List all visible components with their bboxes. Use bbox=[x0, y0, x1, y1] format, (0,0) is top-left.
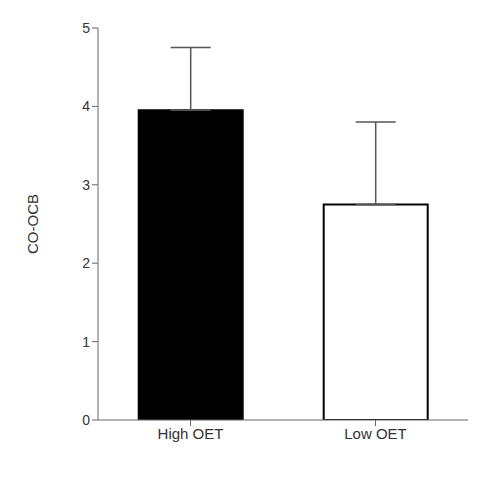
svg-text:CO-OCB: CO-OCB bbox=[24, 194, 41, 254]
svg-text:3: 3 bbox=[82, 177, 90, 193]
svg-text:Low OET: Low OET bbox=[344, 425, 407, 442]
svg-text:2: 2 bbox=[82, 255, 90, 271]
svg-text:1: 1 bbox=[82, 334, 90, 350]
svg-text:High OET: High OET bbox=[158, 425, 224, 442]
svg-text:0: 0 bbox=[82, 412, 90, 428]
svg-text:5: 5 bbox=[82, 20, 90, 36]
svg-text:4: 4 bbox=[82, 98, 90, 114]
